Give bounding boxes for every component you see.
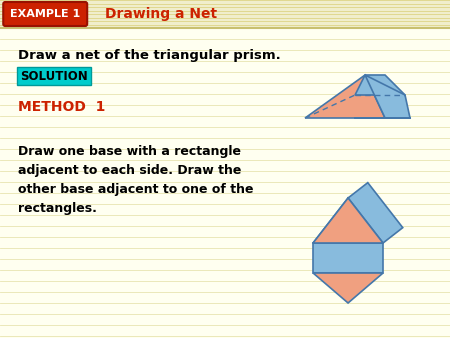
Polygon shape: [313, 273, 383, 303]
Polygon shape: [313, 198, 368, 258]
Text: Draw one base with a rectangle
adjacent to each side. Draw the
other base adjace: Draw one base with a rectangle adjacent …: [18, 145, 254, 215]
Polygon shape: [348, 183, 403, 243]
Text: EXAMPLE 1: EXAMPLE 1: [10, 9, 81, 19]
FancyBboxPatch shape: [17, 67, 91, 85]
Polygon shape: [365, 75, 410, 118]
Polygon shape: [313, 198, 383, 243]
Polygon shape: [313, 243, 383, 273]
Text: Draw a net of the triangular prism.: Draw a net of the triangular prism.: [18, 48, 281, 62]
Text: METHOD  1: METHOD 1: [18, 100, 106, 114]
Polygon shape: [305, 75, 385, 118]
FancyBboxPatch shape: [0, 0, 450, 28]
Text: Drawing a Net: Drawing a Net: [105, 7, 217, 21]
Text: SOLUTION: SOLUTION: [20, 70, 88, 82]
FancyBboxPatch shape: [3, 2, 87, 26]
Polygon shape: [355, 75, 405, 95]
